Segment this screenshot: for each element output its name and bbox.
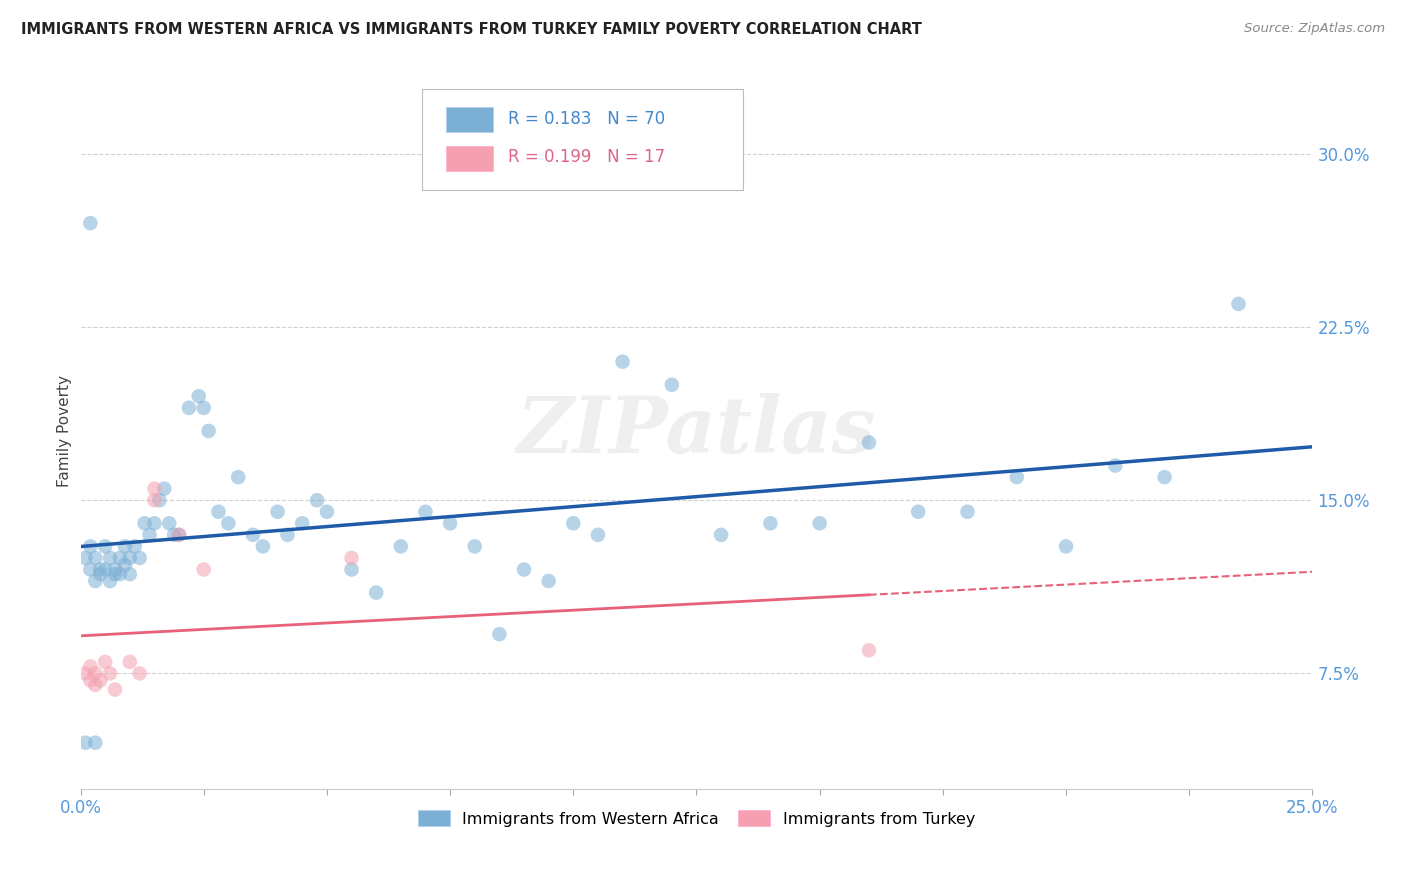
Point — [513, 562, 536, 576]
Point — [1227, 297, 1250, 311]
Point — [89, 567, 111, 582]
Point — [612, 354, 634, 368]
Point — [79, 540, 101, 554]
FancyBboxPatch shape — [422, 88, 744, 190]
Point — [143, 482, 166, 496]
Point — [108, 550, 131, 565]
Point — [415, 505, 437, 519]
Point — [104, 682, 127, 697]
Point — [118, 655, 141, 669]
Point — [340, 550, 363, 565]
Text: IMMIGRANTS FROM WESTERN AFRICA VS IMMIGRANTS FROM TURKEY FAMILY POVERTY CORRELAT: IMMIGRANTS FROM WESTERN AFRICA VS IMMIGR… — [21, 22, 922, 37]
Point — [75, 736, 97, 750]
Point — [167, 528, 190, 542]
Point — [128, 550, 150, 565]
Point — [84, 736, 107, 750]
Point — [94, 540, 117, 554]
Point — [75, 666, 97, 681]
Point — [143, 493, 166, 508]
Point — [1104, 458, 1126, 473]
Point — [956, 505, 979, 519]
Point — [197, 424, 219, 438]
Point — [187, 389, 209, 403]
Point — [858, 435, 880, 450]
Point — [366, 585, 388, 599]
Point — [1005, 470, 1028, 484]
Text: ZIPatlas: ZIPatlas — [517, 392, 876, 469]
Point — [138, 528, 160, 542]
Point — [439, 516, 461, 531]
Point — [157, 516, 180, 531]
Point — [907, 505, 929, 519]
Point — [79, 659, 101, 673]
Point — [84, 678, 107, 692]
Point — [79, 216, 101, 230]
Point — [128, 666, 150, 681]
Point — [340, 562, 363, 576]
Point — [562, 516, 585, 531]
Point — [710, 528, 733, 542]
Point — [94, 562, 117, 576]
Point — [276, 528, 298, 542]
Point — [291, 516, 314, 531]
Point — [94, 655, 117, 669]
Point — [118, 550, 141, 565]
Point — [167, 528, 190, 542]
Point — [537, 574, 560, 588]
Point — [89, 562, 111, 576]
Y-axis label: Family Poverty: Family Poverty — [58, 375, 72, 487]
Point — [586, 528, 609, 542]
Point — [98, 574, 121, 588]
Point — [389, 540, 412, 554]
Point — [193, 562, 215, 576]
Point — [305, 493, 328, 508]
Point — [488, 627, 510, 641]
Point — [79, 562, 101, 576]
Point — [114, 540, 136, 554]
Point — [163, 528, 186, 542]
Point — [266, 505, 288, 519]
Point — [98, 550, 121, 565]
Legend: Immigrants from Western Africa, Immigrants from Turkey: Immigrants from Western Africa, Immigran… — [409, 802, 983, 835]
Point — [84, 666, 107, 681]
Point — [84, 574, 107, 588]
Point — [98, 666, 121, 681]
Text: R = 0.199   N = 17: R = 0.199 N = 17 — [508, 148, 665, 167]
Point — [148, 493, 170, 508]
Bar — [446, 107, 494, 132]
Point — [661, 377, 683, 392]
Point — [104, 567, 127, 582]
Text: R = 0.183   N = 70: R = 0.183 N = 70 — [508, 110, 665, 128]
Point — [104, 562, 127, 576]
Point — [464, 540, 486, 554]
Point — [1153, 470, 1175, 484]
Point — [75, 550, 97, 565]
Point — [143, 516, 166, 531]
Point — [89, 673, 111, 688]
Point — [252, 540, 274, 554]
Bar — [446, 146, 494, 171]
Point — [177, 401, 200, 415]
Point — [858, 643, 880, 657]
Point — [84, 550, 107, 565]
Point — [79, 673, 101, 688]
Text: Source: ZipAtlas.com: Source: ZipAtlas.com — [1244, 22, 1385, 36]
Point — [193, 401, 215, 415]
Point — [118, 567, 141, 582]
Point — [124, 540, 146, 554]
Point — [759, 516, 782, 531]
Point — [114, 558, 136, 572]
Point — [153, 482, 176, 496]
Point — [808, 516, 831, 531]
Point — [108, 567, 131, 582]
Point — [207, 505, 229, 519]
Point — [134, 516, 156, 531]
Point — [217, 516, 239, 531]
Point — [1054, 540, 1077, 554]
Point — [242, 528, 264, 542]
Point — [226, 470, 249, 484]
Point — [316, 505, 339, 519]
